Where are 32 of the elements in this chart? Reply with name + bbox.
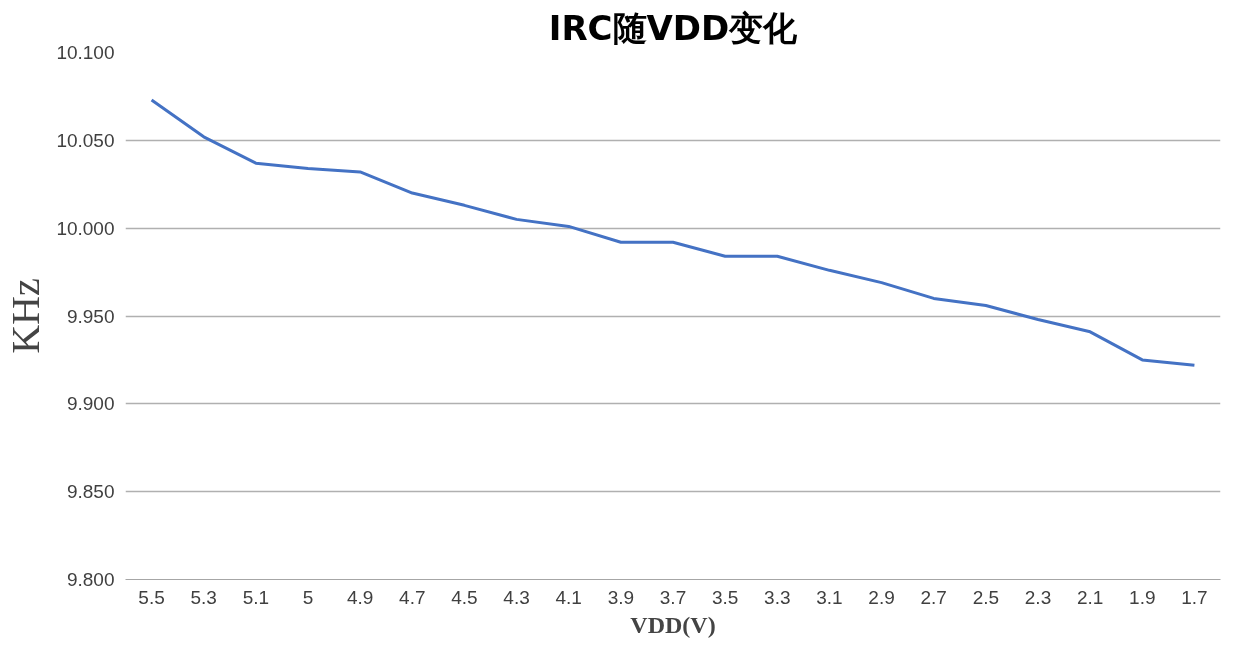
x-tick-label: 4.9: [346, 586, 374, 608]
y-tick-label: 9.800: [66, 569, 115, 590]
y-tick-label: 9.900: [66, 393, 115, 415]
x-tick-label: 4.3: [503, 586, 530, 608]
x-tick-label: 5.5: [138, 586, 165, 608]
x-tick-label: 2.7: [920, 586, 947, 608]
x-tick-label: 4.1: [555, 586, 582, 608]
x-tick-label: 3.5: [711, 586, 739, 608]
x-tick-label: 5.3: [190, 586, 217, 608]
y-tick-label: 10.100: [56, 42, 115, 63]
y-tick-label: 9.850: [66, 481, 115, 503]
x-axis-title: VDD(V): [630, 611, 716, 638]
x-tick-label: 4.7: [399, 586, 426, 608]
x-tick-label: 3.9: [607, 586, 635, 608]
x-tick-label: 2.1: [1076, 586, 1104, 608]
x-tick-label: 2.9: [868, 586, 895, 608]
x-tick-label: 5.1: [242, 586, 270, 608]
x-tick-label: 3.7: [659, 586, 687, 608]
x-tick-label: 1.9: [1129, 586, 1156, 608]
y-tick-label: 10.050: [56, 129, 115, 151]
x-tick-label: 1.7: [1181, 586, 1208, 608]
y-axis-title: KHz: [3, 278, 49, 354]
y-tick-label: 10.000: [56, 217, 115, 239]
x-tick-label: 2.3: [1024, 586, 1052, 608]
x-tick-label: 5: [302, 586, 314, 608]
x-tick-label: 3.1: [816, 586, 843, 608]
x-tick-label: 2.5: [972, 586, 1000, 608]
chart-title: IRC随VDD变化: [548, 7, 799, 48]
line-series: [150, 98, 1196, 367]
x-tick-label: 4.5: [451, 586, 478, 608]
y-tick-label: 9.950: [66, 305, 115, 327]
x-tick-label: 3.3: [764, 586, 791, 608]
